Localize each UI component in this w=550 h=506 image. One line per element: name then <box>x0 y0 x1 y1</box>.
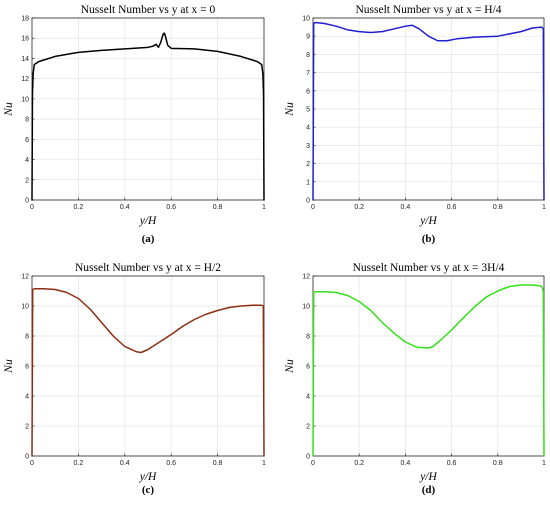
x-tick-label: 0.4 <box>401 460 411 467</box>
x-tick-label: 0.4 <box>401 204 411 211</box>
y-tick-label: 2 <box>25 177 29 184</box>
y-axis-label: Nu <box>3 102 15 117</box>
y-tick-label: 2 <box>25 424 29 431</box>
x-tick-label: 1 <box>262 204 266 211</box>
chart-title: Nusselt Number vs y at x = H/4 <box>355 4 501 16</box>
y-tick-label: 8 <box>306 52 310 59</box>
x-tick-label: 0 <box>30 460 34 467</box>
y-tick-label: 0 <box>306 454 310 461</box>
x-axis-label: y/H <box>139 215 157 227</box>
plot-area <box>32 18 264 200</box>
x-tick-label: 0 <box>311 460 315 467</box>
y-axis-label: Nu <box>284 102 296 117</box>
x-tick-label: 0.2 <box>74 460 84 467</box>
x-tick-label: 0.6 <box>166 204 176 211</box>
y-tick-label: 6 <box>25 364 29 371</box>
x-axis-label: y/H <box>419 215 437 227</box>
y-tick-label: 2 <box>306 424 310 431</box>
y-tick-label: 7 <box>306 70 310 77</box>
panel-caption: (d) <box>422 484 436 496</box>
y-tick-label: 9 <box>306 34 310 41</box>
y-tick-label: 6 <box>306 88 310 95</box>
y-tick-label: 12 <box>21 274 29 281</box>
y-tick-label: 4 <box>25 394 29 401</box>
x-axis-label: y/H <box>139 471 157 483</box>
series-line <box>312 284 545 457</box>
x-tick-label: 0.8 <box>493 460 503 467</box>
y-tick-label: 6 <box>25 137 29 144</box>
x-tick-label: 1 <box>542 460 546 467</box>
chart-title: Nusselt Number vs y at x = 3H/4 <box>353 262 505 274</box>
y-tick-label: 0 <box>306 198 310 205</box>
x-tick-label: 0.2 <box>354 460 364 467</box>
x-tick-label: 0.8 <box>493 204 503 211</box>
y-tick-label: 3 <box>306 143 310 150</box>
y-tick-label: 16 <box>21 36 29 43</box>
x-tick-label: 0.2 <box>74 204 84 211</box>
x-axis-label: y/H <box>419 471 437 483</box>
y-tick-label: 2 <box>306 161 310 168</box>
x-tick-label: 0.6 <box>447 460 457 467</box>
y-tick-label: 6 <box>306 364 310 371</box>
x-tick-label: 0.6 <box>166 460 176 467</box>
y-tick-label: 4 <box>306 394 310 401</box>
chart-title: Nusselt Number vs y at x = H/2 <box>75 262 221 274</box>
x-tick-label: 1 <box>262 460 266 467</box>
y-axis-label: Nu <box>3 359 15 374</box>
y-tick-label: 1 <box>306 179 310 186</box>
x-tick-label: 1 <box>542 204 546 211</box>
chart-title: Nusselt Number vs y at x = 0 <box>81 4 216 16</box>
y-tick-label: 10 <box>302 304 310 311</box>
x-tick-label: 0.2 <box>354 204 364 211</box>
y-tick-label: 12 <box>302 274 310 281</box>
x-tick-label: 0.8 <box>213 204 223 211</box>
x-tick-label: 0 <box>311 204 315 211</box>
x-tick-label: 0 <box>30 204 34 211</box>
panel-caption: (b) <box>422 233 436 245</box>
y-tick-label: 4 <box>25 157 29 164</box>
y-tick-label: 8 <box>25 117 29 124</box>
series-line <box>312 21 545 201</box>
y-tick-label: 0 <box>25 198 29 205</box>
y-tick-label: 12 <box>21 76 29 83</box>
x-tick-label: 0.6 <box>447 204 457 211</box>
y-tick-label: 0 <box>25 454 29 461</box>
x-tick-label: 0.8 <box>213 460 223 467</box>
panel-caption: (a) <box>142 233 155 245</box>
panel-caption: (c) <box>142 484 155 496</box>
x-tick-label: 0.4 <box>120 204 130 211</box>
series-line <box>31 288 265 457</box>
y-tick-label: 10 <box>302 16 310 23</box>
y-tick-label: 18 <box>21 16 29 23</box>
y-tick-label: 5 <box>306 107 310 114</box>
y-axis-label: Nu <box>284 359 296 374</box>
y-tick-label: 4 <box>306 125 310 132</box>
y-tick-label: 14 <box>21 56 29 63</box>
y-tick-label: 10 <box>21 96 29 103</box>
x-tick-label: 0.4 <box>120 460 130 467</box>
y-tick-label: 8 <box>25 334 29 341</box>
y-tick-label: 8 <box>306 334 310 341</box>
y-tick-label: 10 <box>21 304 29 311</box>
series-line <box>31 32 265 201</box>
